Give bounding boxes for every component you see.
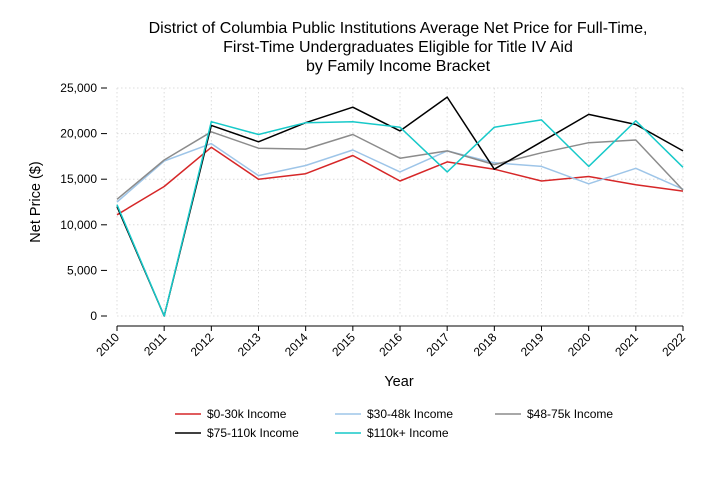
- x-tick-label: 2015: [329, 330, 358, 359]
- x-tick-label: 2019: [518, 330, 547, 359]
- x-tick-label: 2013: [235, 330, 264, 359]
- x-tick-label: 2016: [376, 330, 405, 359]
- legend: $0-30k Income $30-48k Income $48-75k Incom…: [175, 407, 613, 440]
- x-tick-label: 2022: [659, 330, 688, 359]
- y-tick-label: 10,000: [60, 218, 97, 232]
- x-tick-label: 2011: [141, 330, 169, 358]
- legend-label: $75-110k Income: [207, 426, 299, 440]
- legend-label: $30-48k Income: [367, 407, 453, 421]
- legend-item: $30-48k Income: [335, 407, 453, 421]
- x-tick-label: 2014: [282, 330, 311, 359]
- series-line-3: [116, 96, 684, 317]
- x-tick-label: 2018: [471, 330, 500, 359]
- x-tick-label: 2010: [93, 330, 122, 359]
- y-tick-label: 0: [90, 309, 97, 323]
- chart-title-line-1: District of Columbia Public Institutions…: [149, 20, 648, 37]
- series-line-1: [116, 142, 684, 203]
- series-lines: [116, 96, 684, 317]
- series-line-2: [116, 131, 684, 200]
- grid: [116, 87, 684, 317]
- chart-title: District of Columbia Public Institutions…: [149, 20, 648, 75]
- x-tick-label: 2021: [612, 330, 641, 359]
- series-line-0: [116, 146, 684, 216]
- chart-title-line-2: First-Time Undergraduates Eligible for T…: [223, 39, 573, 56]
- y-tick-label: 5,000: [67, 263, 97, 277]
- x-tick-label: 2012: [188, 330, 217, 359]
- chart-title-line-3: by Family Income Bracket: [306, 58, 491, 75]
- legend-item: $0-30k Income: [175, 407, 287, 421]
- series-line-4: [116, 119, 684, 317]
- legend-label: $48-75k Income: [527, 407, 613, 421]
- x-tick-label: 2020: [565, 330, 594, 359]
- x-tick-label: 2017: [424, 330, 453, 359]
- legend-item: $48-75k Income: [495, 407, 613, 421]
- y-tick-label: 20,000: [60, 127, 97, 141]
- axes: 0 5,000 10,000 15,000 20,000 25,000 2010 2011 20…: [60, 81, 688, 359]
- x-axis-title: Year: [384, 374, 413, 390]
- legend-item: $110k+ Income: [335, 426, 449, 440]
- legend-label: $110k+ Income: [367, 426, 449, 440]
- legend-label: $0-30k Income: [207, 407, 287, 421]
- y-tick-label: 15,000: [60, 172, 97, 186]
- legend-item: $75-110k Income: [175, 426, 299, 440]
- y-axis-title: Net Price ($): [28, 161, 44, 242]
- y-tick-label: 25,000: [60, 81, 97, 95]
